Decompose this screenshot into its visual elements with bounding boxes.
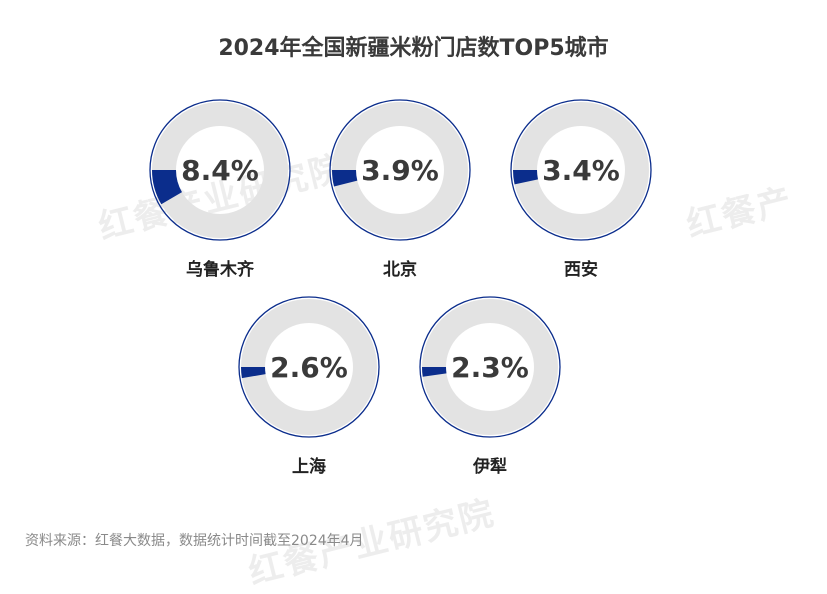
- donut-5: 2.3% 伊犁: [419, 296, 561, 477]
- donut-outline: [419, 296, 561, 438]
- donut-2: 3.9% 北京: [329, 99, 471, 280]
- donut-slice: [331, 169, 358, 187]
- data-label: 3.4%: [542, 154, 620, 187]
- data-label: 2.3%: [451, 351, 529, 384]
- donut-slice: [152, 169, 183, 205]
- category-label: 伊犁: [472, 456, 507, 477]
- data-label: 2.6%: [270, 351, 348, 384]
- donut-slice: [512, 169, 539, 185]
- donut-outline: [510, 99, 652, 241]
- donut-slice: [421, 366, 447, 377]
- donut-1: 8.4% 乌鲁木齐: [149, 99, 291, 280]
- donut-outline: [149, 99, 291, 241]
- donut-4: 2.6% 上海: [238, 296, 380, 477]
- category-label: 乌鲁木齐: [186, 259, 255, 280]
- donut-chart-area: 8.4% 乌鲁木齐 3.9% 北京 3.4% 西安 2.6% 上海 2.3% 伊犁: [149, 99, 652, 477]
- donut-3: 3.4% 西安: [510, 99, 652, 280]
- data-label: 3.9%: [361, 154, 439, 187]
- donut-outline: [238, 296, 380, 438]
- category-label: 上海: [292, 456, 326, 477]
- data-label: 8.4%: [181, 154, 259, 187]
- category-label: 北京: [383, 259, 417, 280]
- chart-title: 2024年全国新疆米粉门店数TOP5城市: [218, 36, 609, 61]
- category-label: 西安: [564, 259, 598, 280]
- donut-slice: [241, 366, 266, 379]
- donut-outline: [329, 99, 471, 241]
- source-note: 资料来源：红餐大数据，数据统计时间截至2024年4月: [25, 533, 364, 549]
